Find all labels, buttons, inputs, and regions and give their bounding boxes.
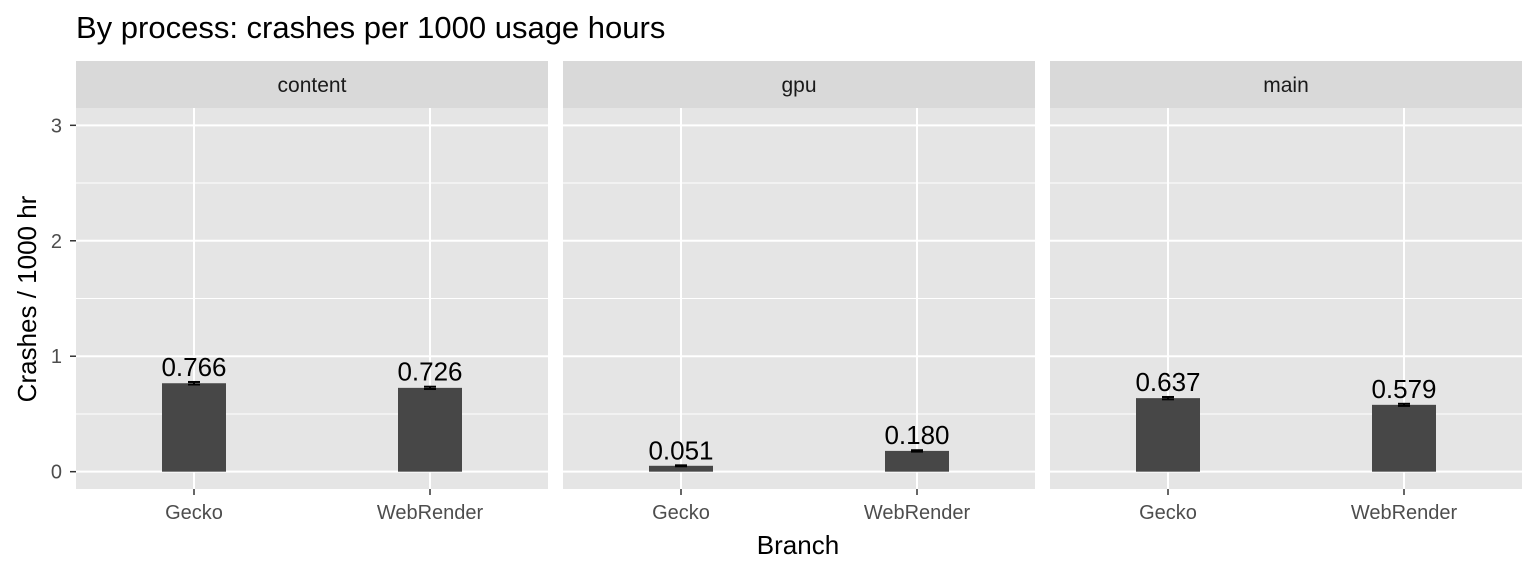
bar-gpu-webrender (885, 450, 949, 472)
bar-gpu-gecko (649, 465, 713, 472)
facet-strip-label: main (1263, 74, 1309, 97)
bar-content-webrender (398, 387, 462, 472)
facet-strip (1050, 61, 1522, 108)
facet-strip-label: gpu (781, 74, 816, 97)
data-label: 0.726 (397, 357, 462, 387)
data-label: 0.637 (1135, 367, 1200, 397)
data-label: 0.766 (161, 352, 226, 382)
bar-main-gecko (1136, 398, 1200, 472)
x-tick-label: WebRender (864, 502, 971, 524)
bar-content-gecko (162, 383, 226, 472)
x-axis-title: Branch (757, 530, 839, 560)
panels-layer: 0 1 2 3 content 0.766 Gecko 0.726 WebRender gpu 0.… (51, 61, 1522, 524)
facet-panel-main: main 0.637 Gecko 0.579 WebRender (1050, 61, 1522, 524)
bar-main-webrender (1372, 404, 1436, 472)
data-label: 0.180 (884, 420, 949, 450)
data-label: 0.579 (1371, 374, 1436, 404)
data-label: 0.051 (648, 435, 713, 465)
facet-strip (76, 61, 548, 108)
x-tick-label: WebRender (1351, 502, 1458, 524)
x-tick-label: Gecko (165, 502, 223, 524)
y-tick-label: 2 (51, 231, 62, 253)
facet-strip (563, 61, 1035, 108)
y-tick-label: 0 (51, 462, 62, 484)
x-tick-label: WebRender (377, 502, 484, 524)
facet-strip-label: content (278, 74, 347, 97)
chart-title: By process: crashes per 1000 usage hours (76, 10, 665, 45)
facet-panel-content: content 0.766 Gecko 0.726 WebRender (76, 61, 548, 524)
facet-panel-gpu: gpu 0.051 Gecko 0.180 WebRender (563, 61, 1035, 524)
x-tick-label: Gecko (652, 502, 710, 524)
y-tick-label: 1 (51, 346, 62, 368)
y-axis-title: Crashes / 1000 hr (12, 195, 42, 402)
y-tick-label: 3 (51, 115, 62, 137)
x-tick-label: Gecko (1139, 502, 1197, 524)
